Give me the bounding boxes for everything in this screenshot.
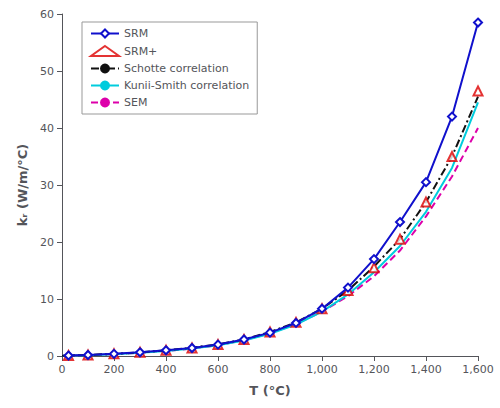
svg-text:SEM: SEM bbox=[124, 96, 147, 109]
svg-text:kᵣ (W/m/°C): kᵣ (W/m/°C) bbox=[15, 144, 30, 227]
svg-text:30: 30 bbox=[40, 179, 54, 192]
svg-text:1,200: 1,200 bbox=[358, 363, 390, 376]
svg-text:Kunii-Smith correlation: Kunii-Smith correlation bbox=[124, 79, 249, 92]
svg-text:Schotte correlation: Schotte correlation bbox=[124, 62, 229, 75]
svg-text:600: 600 bbox=[208, 363, 229, 376]
svg-text:800: 800 bbox=[260, 363, 281, 376]
svg-text:50: 50 bbox=[40, 65, 54, 78]
svg-text:400: 400 bbox=[156, 363, 177, 376]
svg-text:20: 20 bbox=[40, 236, 54, 249]
svg-text:T (°C): T (°C) bbox=[249, 383, 290, 398]
svg-text:0: 0 bbox=[47, 350, 54, 363]
svg-text:200: 200 bbox=[104, 363, 125, 376]
svg-text:1,400: 1,400 bbox=[410, 363, 442, 376]
svg-text:SRM+: SRM+ bbox=[124, 45, 157, 58]
svg-text:40: 40 bbox=[40, 122, 54, 135]
svg-text:1,000: 1,000 bbox=[306, 363, 338, 376]
svg-text:10: 10 bbox=[40, 293, 54, 306]
svg-text:0: 0 bbox=[59, 363, 66, 376]
svg-text:1,600: 1,600 bbox=[462, 363, 494, 376]
svg-text:60: 60 bbox=[40, 8, 54, 21]
svg-text:SRM: SRM bbox=[124, 27, 148, 40]
